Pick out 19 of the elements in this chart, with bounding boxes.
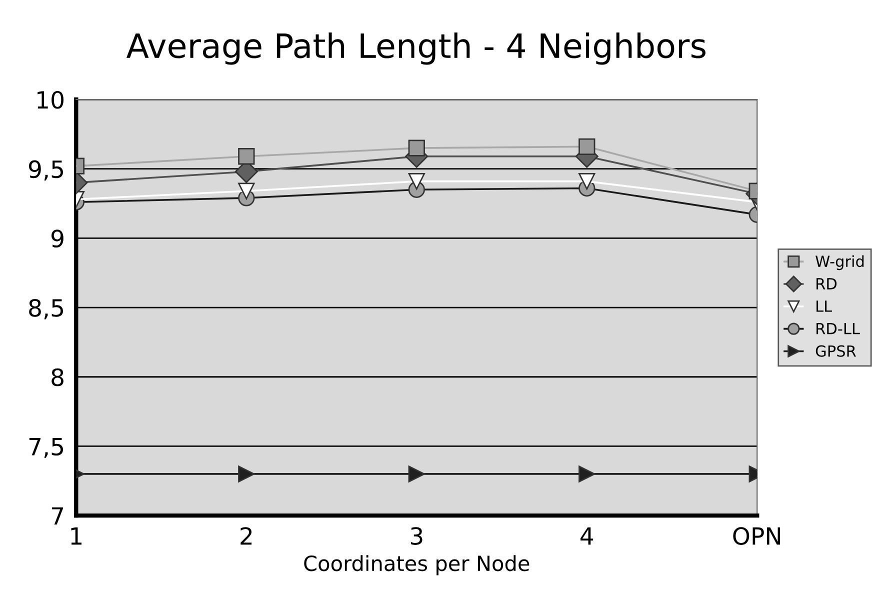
y-tick-label: 10 bbox=[38, 90, 64, 109]
x-tick-label: 1 bbox=[71, 527, 82, 545]
y-tick-label: 9,5 bbox=[28, 160, 63, 181]
chart-title: Average Path Length - 4 Neighbors bbox=[126, 32, 706, 65]
x-tick-label: 2 bbox=[240, 527, 252, 545]
y-tick-label: 8 bbox=[52, 368, 64, 386]
legend-label: RD bbox=[816, 278, 837, 290]
legend-label: GPSR bbox=[816, 345, 856, 357]
legend-label: RD-LL bbox=[816, 323, 860, 334]
y-tick-label: 9 bbox=[52, 230, 64, 248]
x-axis-title: Coordinates per Node bbox=[304, 555, 530, 576]
y-tick-label: 7 bbox=[52, 507, 64, 525]
x-tick-label: OPN bbox=[733, 527, 780, 545]
legend-label: W-grid bbox=[816, 255, 864, 270]
x-tick-label: 4 bbox=[580, 527, 594, 545]
y-tick-label: 8,5 bbox=[29, 298, 63, 320]
legend-label: LL bbox=[816, 300, 832, 312]
y-tick-label: 7,5 bbox=[29, 438, 63, 458]
x-tick-label: 3 bbox=[410, 527, 422, 545]
